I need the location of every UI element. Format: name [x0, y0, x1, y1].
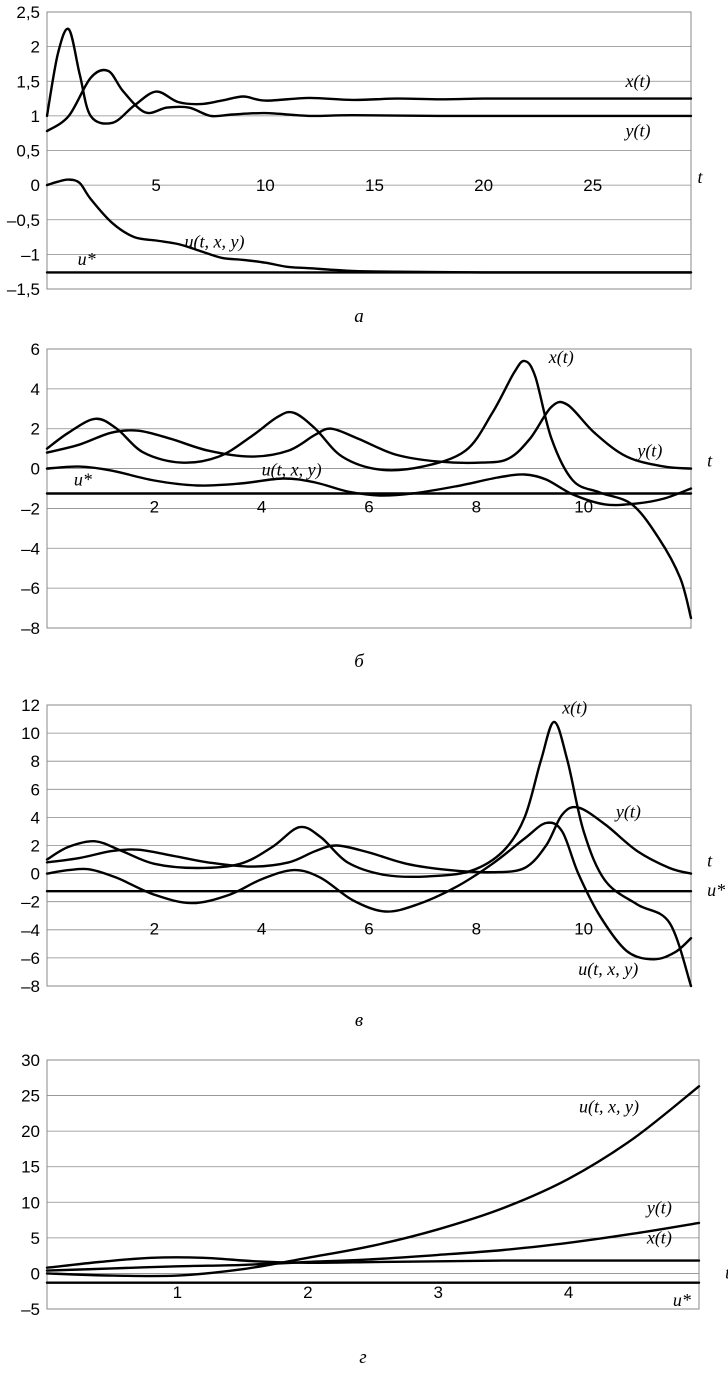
y-tick-label: 6 — [31, 340, 40, 359]
x-tick-label: 8 — [472, 497, 481, 516]
y-tick-label: 5 — [31, 1229, 40, 1248]
curve-label: x(t) — [561, 697, 587, 718]
x-tick-label: 20 — [474, 176, 493, 195]
y-tick-label: 0,5 — [16, 142, 40, 161]
x-tick-label: 4 — [257, 497, 266, 516]
curve-label: t — [698, 167, 704, 187]
plot-frame — [46, 348, 692, 629]
series-line-xt — [45, 1256, 701, 1269]
y-tick-label: 4 — [31, 380, 40, 399]
y-tick-label: 0 — [31, 865, 40, 884]
series-line-utxy — [45, 821, 693, 961]
curve-label: t — [725, 1262, 728, 1282]
curve-label: u(t, x, y) — [578, 959, 638, 980]
curve-label: y(t) — [635, 441, 662, 462]
y-tick-label: –6 — [21, 579, 40, 598]
y-tick-label: –0,5 — [7, 211, 40, 230]
y-tick-label: –4 — [21, 921, 40, 940]
y-tick-label: –4 — [21, 539, 40, 558]
curve-label: u(t, x, y) — [579, 1097, 639, 1118]
y-tick-label: 1 — [31, 107, 40, 126]
y-tick-label: –1,5 — [7, 280, 40, 299]
chart-panel-b: 6 4 2 0 –2 –4 –6 –8 2 4 6 8 10 x(t) y(t) u(t, x, y) u* t б — [21, 340, 713, 672]
y-tick-label: 2,5 — [16, 3, 40, 22]
y-tick-label: 2 — [31, 38, 40, 57]
chart-panel-d: 30 25 20 15 10 5 0 –5 1 2 3 4 u(t, x, y) y(t) x(t) u* t г — [21, 1051, 728, 1368]
y-tick-label: –5 — [21, 1300, 40, 1319]
series-line-xt — [45, 359, 693, 620]
plot-frame — [46, 1059, 700, 1310]
series-line-utxy — [45, 465, 693, 507]
x-tick-label: 4 — [564, 1283, 573, 1302]
y-tick-label: –8 — [21, 619, 40, 638]
x-tick-label: 10 — [574, 919, 593, 938]
y-tick-label: 10 — [21, 1193, 40, 1212]
y-tick-label: –8 — [21, 977, 40, 996]
curve-label: y(t) — [624, 121, 651, 142]
y-tick-label: 20 — [21, 1122, 40, 1141]
panel-caption: в — [355, 1010, 363, 1031]
y-tick-label: 0 — [31, 1264, 40, 1283]
x-tick-label: 2 — [150, 497, 159, 516]
y-tick-label: 6 — [31, 780, 40, 799]
curve-label: u* — [78, 249, 96, 269]
y-tick-label: 30 — [21, 1051, 40, 1070]
x-tick-label: 10 — [574, 497, 593, 516]
y-tick-label: –2 — [21, 893, 40, 912]
y-tick-label: 10 — [21, 724, 40, 743]
chart-panel-a: 2,5 2 1,5 1 0,5 0 –0,5 –1 –1,5 5 10 15 20 25 x(t) y(t) u… — [7, 3, 704, 327]
curve-label: x(t) — [548, 347, 574, 368]
series-line-xt — [45, 27, 693, 125]
x-tick-label: 3 — [433, 1283, 442, 1302]
y-tick-label: 1,5 — [16, 72, 40, 91]
x-tick-label: 6 — [364, 919, 373, 938]
y-tick-label: 12 — [21, 696, 40, 715]
panel-caption: а — [354, 306, 364, 327]
y-tick-label: 15 — [21, 1158, 40, 1177]
y-tick-label: 0 — [31, 460, 40, 479]
x-tick-label: 4 — [257, 919, 266, 938]
series-line-yt — [45, 805, 693, 875]
curve-label: x(t) — [625, 71, 651, 92]
x-tick-label: 2 — [150, 919, 159, 938]
x-tick-label: 2 — [303, 1283, 312, 1302]
y-tick-label: 25 — [21, 1087, 40, 1106]
x-tick-label: 10 — [256, 176, 275, 195]
plot-frame — [46, 704, 692, 987]
panel-caption: б — [354, 651, 365, 672]
panel-caption: г — [359, 1347, 366, 1368]
y-tick-label: –1 — [21, 245, 40, 264]
x-tick-label: 15 — [365, 176, 384, 195]
series-line-xt — [45, 720, 693, 988]
curve-label: t — [707, 451, 713, 471]
x-tick-label: 25 — [583, 176, 602, 195]
x-tick-label: 5 — [151, 176, 160, 195]
chart-panel-c: 12 10 8 6 4 2 0 –2 –4 –6 –8 2 4 6 8 10 x(t) y(t) u(t, x, y… — [21, 696, 725, 1031]
y-tick-label: 4 — [31, 808, 40, 827]
y-tick-label: –6 — [21, 949, 40, 968]
series-line-utxy — [45, 1085, 701, 1278]
curve-label: t — [707, 851, 713, 871]
y-tick-label: 2 — [31, 837, 40, 856]
curve-label: u* — [74, 470, 92, 490]
x-tick-label: 6 — [364, 497, 373, 516]
y-tick-label: 8 — [31, 752, 40, 771]
curve-label: u(t, x, y) — [185, 231, 245, 252]
series-line-yt — [45, 400, 693, 470]
series-line-yt — [45, 68, 693, 133]
x-tick-label: 1 — [173, 1283, 182, 1302]
plot-frame — [46, 11, 692, 290]
curve-label: u* — [707, 880, 725, 900]
y-tick-label: –2 — [21, 499, 40, 518]
curve-label: u(t, x, y) — [262, 460, 322, 481]
curve-label: y(t) — [645, 1198, 672, 1219]
series-line-yt — [45, 1221, 701, 1272]
curve-label: y(t) — [614, 801, 641, 822]
curve-label: x(t) — [646, 1228, 672, 1249]
x-tick-label: 8 — [472, 919, 481, 938]
y-tick-label: 0 — [31, 176, 40, 195]
y-tick-label: 2 — [31, 420, 40, 439]
curve-label: u* — [673, 1290, 691, 1310]
